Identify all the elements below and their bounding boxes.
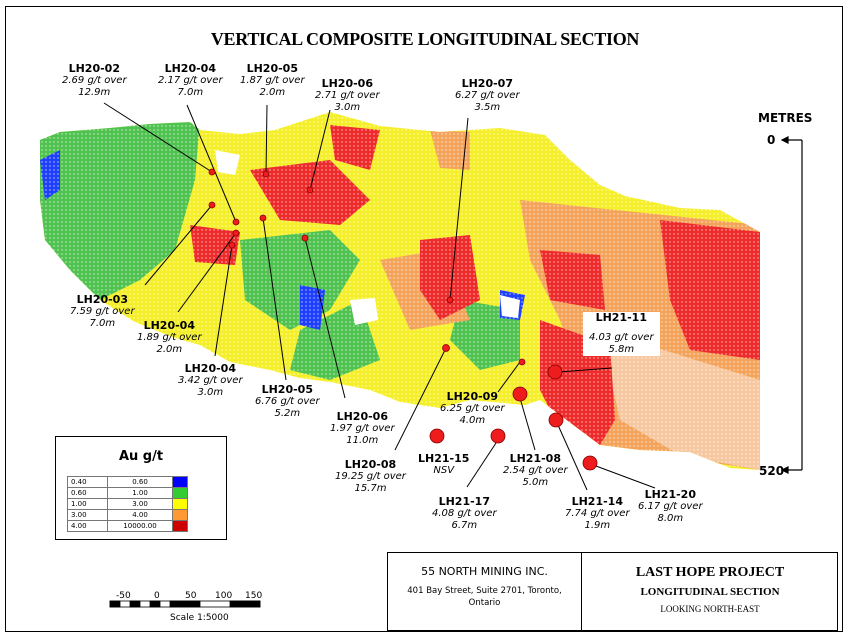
company-name: 55 NORTH MINING INC. <box>421 565 548 578</box>
legend-row: 1.00 3.00 <box>67 498 188 510</box>
intercept-markers <box>208 168 598 471</box>
hole-label-lh20-04: LH20-04 2.17 g/t over 7.0m <box>158 62 223 99</box>
legend-row: 4.00 10000.00 <box>67 520 188 532</box>
hole-label-lh20-05b: LH20-05 6.76 g/t over 5.2m <box>255 383 320 420</box>
hole-label-lh21-20: LH21-20 6.17 g/t over 8.0m <box>638 488 703 525</box>
project-name: LAST HOPE PROJECT <box>635 565 785 580</box>
title-block-divider <box>581 553 582 630</box>
scale-label-bottom: 520 <box>759 464 785 478</box>
scale-label-metres: METRES <box>758 111 813 125</box>
hole-label-lh20-04c: LH20-04 3.42 g/t over 3.0m <box>178 362 243 399</box>
hole-label-lh21-11: LH21-11 4.03 g/t over 5.8m <box>583 312 660 356</box>
map-frame <box>5 6 843 632</box>
leader-lines <box>103 102 656 491</box>
metres-axis <box>780 136 803 474</box>
hole-label-lh20-04b: LH20-04 1.89 g/t over 2.0m <box>137 319 202 356</box>
grade-legend: Au g/t 0.40 0.60 0.60 1.00 1.00 3.00 3.00 4.… <box>55 436 227 540</box>
company-address: 401 Bay Street, Suite 2701, Toronto, Onta… <box>407 586 562 608</box>
hole-label-lh20-03: LH20-03 7.59 g/t over 7.0m <box>70 293 135 330</box>
hole-label-lh20-05: LH20-05 1.87 g/t over 2.0m <box>240 62 305 99</box>
hole-label-lh20-02: LH20-02 2.69 g/t over 12.9m <box>62 62 127 99</box>
scale-label-zero: 0 <box>767 133 776 147</box>
section-type: LONGITUDINAL SECTION <box>640 586 780 598</box>
hole-label-lh20-07: LH20-07 6.27 g/t over 3.5m <box>455 77 520 114</box>
hole-label-lh21-14: LH21-14 7.74 g/t over 1.9m <box>565 495 630 532</box>
legend-table: 0.40 0.60 0.60 1.00 1.00 3.00 3.00 4.00 4.00… <box>67 476 188 532</box>
title-block: 55 NORTH MINING INC. 401 Bay Street, Sui… <box>387 552 838 631</box>
page-title: VERTICAL COMPOSITE LONGITUDINAL SECTION <box>210 29 640 49</box>
hole-label-lh21-08: LH21-08 2.54 g/t over 5.0m <box>503 452 568 489</box>
legend-row: 0.60 1.00 <box>67 487 188 499</box>
hole-label-lh21-15: LH21-15 NSV <box>418 452 470 477</box>
hole-label-lh20-09: LH20-09 6.25 g/t over 4.0m <box>440 390 505 427</box>
scalebar-graphic <box>109 600 261 608</box>
hole-label-lh20-06b: LH20-06 1.97 g/t over 11.0m <box>330 410 395 447</box>
hole-label-lh20-08: LH20-08 19.25 g/t over 15.7m <box>335 458 406 495</box>
legend-row: 0.40 0.60 <box>67 476 188 488</box>
view-direction: LOOKING NORTH-EAST <box>660 604 760 614</box>
legend-row: 3.00 4.00 <box>67 509 188 521</box>
hole-label-lh20-06: LH20-06 2.71 g/t over 3.0m <box>315 77 380 114</box>
hole-label-lh21-17: LH21-17 4.08 g/t over 6.7m <box>432 495 497 532</box>
legend-title: Au g/t <box>118 449 164 464</box>
